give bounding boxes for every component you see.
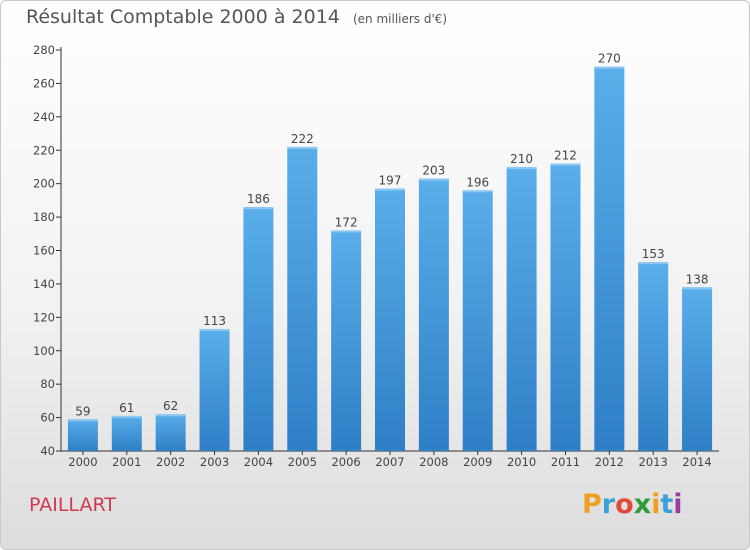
bar-2011 xyxy=(550,163,581,451)
y-tick-label: 240 xyxy=(33,110,55,124)
bar-cap-2000 xyxy=(67,419,98,422)
y-tick-label: 40 xyxy=(40,444,55,458)
x-tick-label-2003: 2003 xyxy=(200,455,229,469)
value-label-2014: 138 xyxy=(686,272,709,286)
chart-bars xyxy=(67,66,713,452)
bar-cap-2002 xyxy=(155,414,186,417)
x-tick-label-2007: 2007 xyxy=(375,455,404,469)
x-tick-label-2010: 2010 xyxy=(507,455,536,469)
value-label-2013: 153 xyxy=(642,247,665,261)
bar-2001 xyxy=(111,415,142,451)
value-label-2010: 210 xyxy=(510,152,533,166)
value-label-2004: 186 xyxy=(247,192,270,206)
logo-letter: i xyxy=(673,489,683,520)
logo-letter: i xyxy=(651,489,661,520)
x-tick-label-2001: 2001 xyxy=(112,455,141,469)
bar-2007 xyxy=(375,188,405,451)
commune-name: PAILLART xyxy=(29,494,116,516)
y-tick-label: 80 xyxy=(40,377,55,391)
bar-cap-2003 xyxy=(199,329,230,332)
value-label-2005: 222 xyxy=(291,132,314,146)
logo-letter: r xyxy=(601,489,616,520)
y-tick-label: 280 xyxy=(33,43,55,57)
value-label-2003: 113 xyxy=(203,314,226,328)
x-tick-label-2002: 2002 xyxy=(156,455,185,469)
value-label-2009: 196 xyxy=(466,175,489,189)
value-label-2011: 212 xyxy=(554,149,577,163)
x-tick-label-2014: 2014 xyxy=(682,455,711,469)
bar-cap-2008 xyxy=(418,178,449,181)
y-tick-label: 100 xyxy=(33,344,55,358)
bar-cap-2014 xyxy=(682,287,713,290)
bar-2013 xyxy=(638,262,669,451)
logo-letter: o xyxy=(615,489,634,520)
proxiti-logo: Proxiti xyxy=(582,489,683,520)
x-tick-label-2005: 2005 xyxy=(288,455,317,469)
chart-title-block: Résultat Comptable 2000 à 2014 (en milli… xyxy=(26,6,447,28)
value-label-2002: 62 xyxy=(163,399,178,413)
chart-axes: 40 60 80 100 120 140 160 180 200 220 240 260 280 2000… xyxy=(33,43,719,469)
value-label-2008: 203 xyxy=(422,164,445,178)
bar-2009 xyxy=(462,190,493,451)
bar-2006 xyxy=(331,230,362,451)
y-tick-label: 60 xyxy=(40,411,55,425)
bar-2012 xyxy=(594,66,625,451)
chart-subtitle: (en milliers d'€) xyxy=(352,12,448,26)
bar-cap-2004 xyxy=(243,207,274,210)
value-label-2006: 172 xyxy=(335,215,358,229)
bar-2005 xyxy=(287,146,318,452)
x-tick-label-2013: 2013 xyxy=(639,455,668,469)
bar-cap-2012 xyxy=(594,66,625,69)
value-label-2007: 197 xyxy=(379,174,402,188)
x-tick-label-2000: 2000 xyxy=(68,455,97,469)
y-tick-label: 140 xyxy=(33,277,55,291)
x-tick-label-2004: 2004 xyxy=(244,455,273,469)
bar-cap-2010 xyxy=(506,166,537,169)
x-tick-label-2009: 2009 xyxy=(463,455,492,469)
y-tick-label: 220 xyxy=(33,143,55,157)
bar-cap-2001 xyxy=(111,415,142,418)
y-tick-label: 200 xyxy=(33,177,55,191)
bar-2000 xyxy=(67,419,98,451)
bar-cap-2013 xyxy=(638,262,669,265)
chart-value-labels: 59 61 62 113 186 222 172 197 203 196 210 212 270 153 1… xyxy=(75,52,708,419)
value-label-2000: 59 xyxy=(75,404,90,418)
value-label-2012: 270 xyxy=(598,52,621,66)
bar-2004 xyxy=(243,207,274,451)
bar-2010 xyxy=(506,166,537,452)
y-tick-label: 160 xyxy=(33,244,55,258)
x-tick-label-2011: 2011 xyxy=(551,455,580,469)
logo-letter: t xyxy=(660,489,674,520)
bar-cap-2009 xyxy=(462,190,493,193)
logo-letter: P xyxy=(582,489,602,520)
bar-cap-2006 xyxy=(331,230,362,233)
logo-letter: x xyxy=(633,489,652,520)
bar-2003 xyxy=(199,329,230,451)
y-tick-label: 120 xyxy=(33,310,55,324)
x-tick-label-2006: 2006 xyxy=(331,455,360,469)
x-tick-label-2008: 2008 xyxy=(419,455,448,469)
bar-cap-2007 xyxy=(375,188,405,191)
y-tick-label: 260 xyxy=(33,76,55,90)
y-tick-label: 180 xyxy=(33,210,55,224)
value-label-2001: 61 xyxy=(119,401,134,415)
bar-cap-2011 xyxy=(550,163,581,166)
bar-2014 xyxy=(682,287,713,451)
bar-2008 xyxy=(418,178,449,451)
chart-title: Résultat Comptable 2000 à 2014 xyxy=(26,6,340,28)
bar-cap-2005 xyxy=(287,146,318,149)
x-tick-label-2012: 2012 xyxy=(595,455,624,469)
bar-2002 xyxy=(155,414,186,451)
